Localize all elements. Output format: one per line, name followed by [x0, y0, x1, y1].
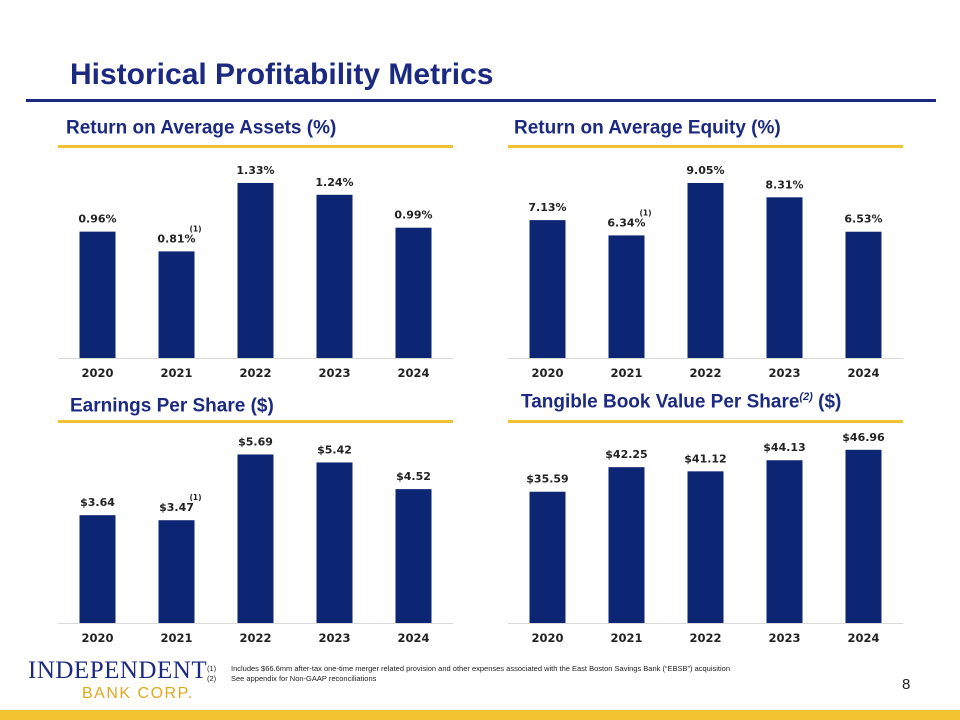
logo-line-1: INDEPENDENT	[28, 657, 208, 684]
x-tick-2023: 2023	[318, 366, 350, 380]
bar-2022	[687, 183, 724, 358]
footnote-1-text: Includes $66.6mm after-tax one-time merg…	[231, 664, 731, 673]
data-label-2021: $42.25	[605, 448, 647, 461]
footnote-1-mark: (1)	[207, 664, 217, 673]
x-tick-2021: 2021	[610, 366, 642, 380]
data-label-2023: 8.31%	[765, 178, 803, 191]
bar-2020	[529, 220, 566, 358]
data-label-2022: 1.33%	[236, 164, 274, 177]
bar-2024	[845, 231, 882, 358]
bar-2021	[608, 235, 645, 358]
data-label-2020: $3.64	[80, 496, 115, 509]
x-tick-2020: 2020	[81, 631, 113, 645]
page-number: 8	[902, 676, 911, 693]
data-label-2022: $5.69	[238, 435, 273, 448]
logo-line-2: BANK CORP.	[82, 685, 194, 702]
footnote-mark-2021: (1)	[189, 493, 201, 502]
roae-gold-rule	[508, 145, 903, 148]
eps-chart: $3.64 2020 $3.47(1) 2021 $5.69 2022 $5.42 2023 $…	[58, 435, 453, 645]
data-label-2023: $5.42	[317, 443, 352, 456]
data-label-2020: 0.96%	[78, 213, 116, 226]
tbvps-chart: $35.59 2020 $42.25 2021 $41.12 2022 $44.13 2023…	[508, 431, 903, 645]
bar-2023	[316, 194, 353, 358]
x-tick-2024: 2024	[397, 366, 429, 380]
bar-2021	[158, 520, 195, 623]
roaa-chart-title: Return on Average Assets (%)	[66, 117, 336, 139]
bar-2020	[79, 515, 116, 623]
x-tick-2021: 2021	[160, 366, 192, 380]
bar-2020	[529, 491, 566, 623]
data-label-2023: $44.13	[763, 441, 805, 454]
bar-2021	[608, 467, 645, 623]
bottom-gold-bar	[0, 710, 960, 720]
bar-2023	[766, 197, 803, 358]
eps-chart-title: Earnings Per Share ($)	[70, 395, 274, 417]
footnote-1: (1) Includes $66.6mm after-tax one-time …	[207, 664, 857, 674]
footnotes: (1) Includes $66.6mm after-tax one-time …	[207, 664, 857, 684]
data-label-2020: 7.13%	[528, 201, 566, 214]
x-tick-2020: 2020	[531, 366, 563, 380]
data-label-2024: 0.99%	[394, 209, 432, 222]
x-tick-2021: 2021	[160, 631, 192, 645]
data-label-2024: 6.53%	[844, 213, 882, 226]
footnote-2: (2) See appendix for Non-GAAP reconcilia…	[207, 674, 857, 684]
bar-2023	[316, 462, 353, 623]
roae-chart-title: Return on Average Equity (%)	[514, 117, 781, 139]
bar-2022	[237, 182, 274, 358]
data-label-2022: $41.12	[684, 452, 726, 465]
x-tick-2024: 2024	[847, 631, 879, 645]
data-label-2022: 9.05%	[686, 164, 724, 177]
footnote-2-mark: (2)	[207, 674, 217, 683]
x-tick-2023: 2023	[768, 366, 800, 380]
tbvps-gold-rule	[508, 420, 903, 423]
footnote-mark-2021: (1)	[639, 208, 651, 217]
data-label-2021: $3.47	[159, 501, 194, 514]
x-tick-2022: 2022	[239, 631, 271, 645]
bar-2021	[158, 251, 195, 358]
bar-2024	[845, 449, 882, 623]
roaa-chart: 0.96% 2020 0.81%(1) 2021 1.33% 2022 1.24% 2023 0…	[58, 164, 453, 380]
x-tick-2021: 2021	[610, 631, 642, 645]
bar-2022	[687, 471, 724, 623]
bar-2022	[237, 454, 274, 623]
tbvps-chart-title-suffix: ($)	[812, 391, 842, 413]
x-tick-2024: 2024	[847, 366, 879, 380]
x-tick-2022: 2022	[689, 366, 721, 380]
data-label-2021: 6.34%	[607, 216, 645, 229]
eps-gold-rule	[58, 420, 453, 423]
title-divider	[26, 99, 936, 102]
x-tick-2023: 2023	[318, 631, 350, 645]
roaa-gold-rule	[58, 145, 453, 148]
data-label-2021: 0.81%	[157, 232, 195, 245]
footnote-mark-2021: (1)	[189, 224, 201, 233]
eps-chart-title-text: Earnings Per Share ($)	[70, 395, 274, 417]
x-tick-2020: 2020	[81, 366, 113, 380]
tbvps-chart-title: Tangible Book Value Per Share(2) ($)	[521, 391, 841, 413]
roae-chart-title-text: Return on Average Equity (%)	[514, 117, 781, 139]
roae-chart: 7.13% 2020 6.34%(1) 2021 9.05% 2022 8.31% 2023 6…	[508, 164, 903, 380]
x-tick-2022: 2022	[239, 366, 271, 380]
company-logo: INDEPENDENT BANK CORP.	[28, 657, 208, 704]
data-label-2023: 1.24%	[315, 176, 353, 189]
roaa-chart-title-text: Return on Average Assets (%)	[66, 117, 337, 139]
bar-2024	[395, 489, 432, 623]
x-tick-2023: 2023	[768, 631, 800, 645]
x-tick-2024: 2024	[397, 631, 429, 645]
data-label-2024: $4.52	[396, 470, 431, 483]
tbvps-chart-title-footnote: (2)	[799, 391, 813, 403]
data-label-2020: $35.59	[526, 473, 568, 486]
page-title: Historical Profitability Metrics	[70, 58, 494, 91]
x-tick-2022: 2022	[689, 631, 721, 645]
bar-2020	[79, 231, 116, 358]
bar-2023	[766, 460, 803, 623]
x-tick-2020: 2020	[531, 631, 563, 645]
data-label-2024: $46.96	[842, 431, 885, 444]
tbvps-chart-title-text: Tangible Book Value Per Share	[521, 391, 800, 413]
bar-2024	[395, 227, 432, 358]
footnote-2-text: See appendix for Non-GAAP reconciliation…	[231, 674, 377, 683]
